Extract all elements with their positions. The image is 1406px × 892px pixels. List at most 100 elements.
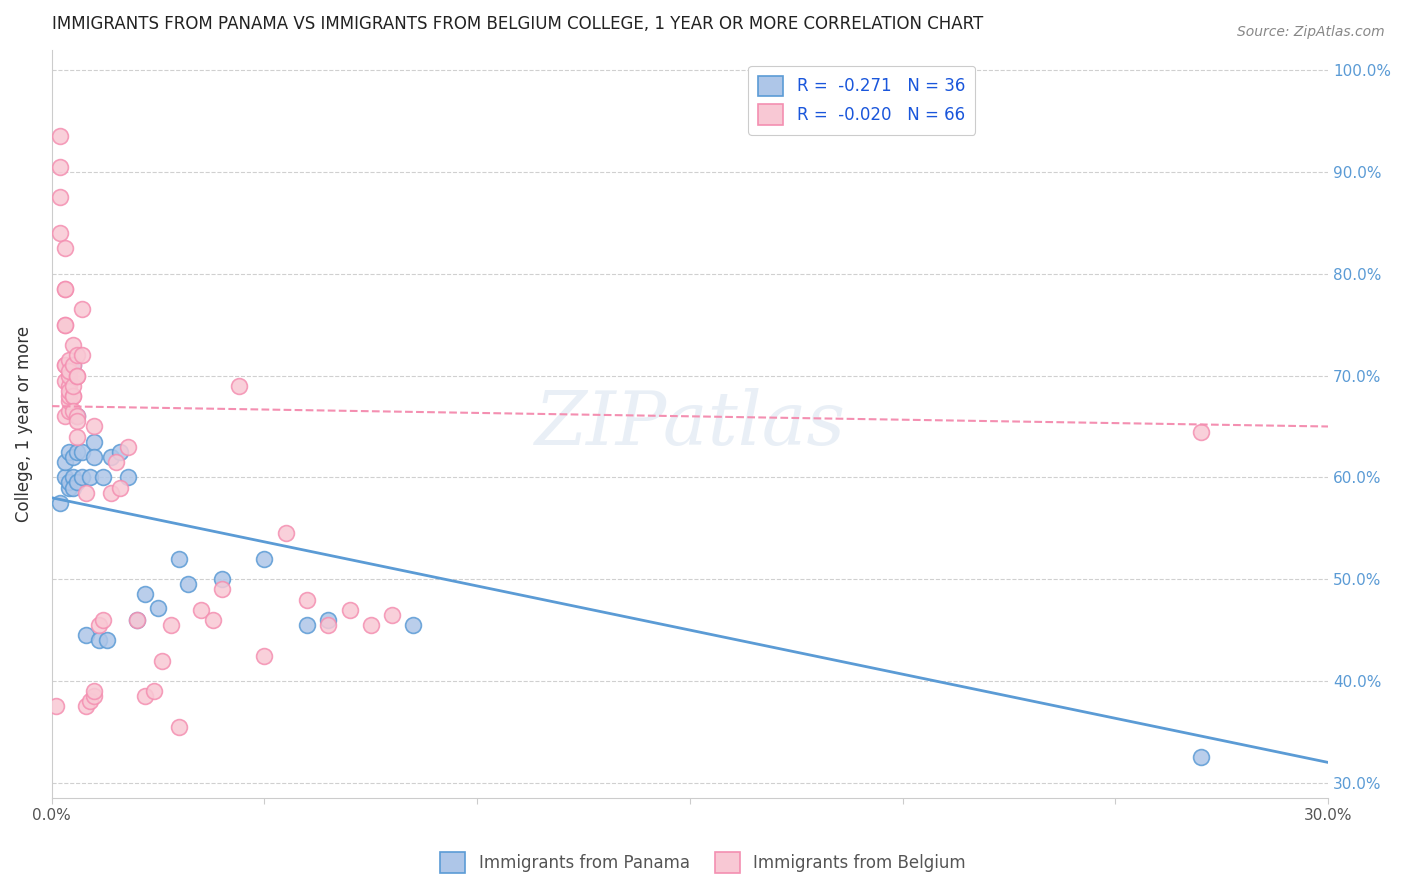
Point [66,475,89,490]
Point [53,318,76,332]
Point [58,404,80,418]
Point [75,699,97,714]
Point [62,359,84,373]
Point [62,389,84,403]
Point [87,618,110,632]
Point [66,414,89,428]
Point [228,378,250,392]
Point [295,592,318,607]
Point [49,129,72,144]
Point [62,389,84,403]
Point [58,475,80,490]
Point [146,600,169,615]
Point [58,445,80,459]
Text: IMMIGRANTS FROM PANAMA VS IMMIGRANTS FROM BELGIUM COLLEGE, 1 YEAR OR MORE CORREL: IMMIGRANTS FROM PANAMA VS IMMIGRANTS FRO… [52,15,983,33]
Point [58,378,80,392]
Point [79,694,101,708]
Text: ZIPatlas: ZIPatlas [534,388,845,460]
Point [316,618,339,632]
Point [83,450,105,464]
Point [402,618,425,632]
Y-axis label: College, 1 year or more: College, 1 year or more [15,326,32,522]
Point [49,226,72,240]
Point [66,430,89,444]
Point [62,338,84,352]
Point [53,282,76,296]
Point [177,577,200,591]
Text: Source: ZipAtlas.com: Source: ZipAtlas.com [1237,25,1385,39]
Point [58,481,80,495]
Point [53,318,76,332]
Legend: R =  -0.271   N = 36, R =  -0.020   N = 66: R = -0.271 N = 36, R = -0.020 N = 66 [748,66,976,135]
Point [62,481,84,495]
Point [1189,750,1212,764]
Point [108,481,131,495]
Point [253,648,276,663]
Point [134,690,156,704]
Point [70,302,93,317]
Point [169,551,191,566]
Point [58,368,80,383]
Point [66,445,89,459]
Point [190,603,212,617]
Point [70,445,93,459]
Point [125,613,148,627]
Point [53,374,76,388]
Point [66,348,89,362]
Point [66,368,89,383]
Point [117,440,139,454]
Point [117,470,139,484]
Point [108,445,131,459]
Point [75,628,97,642]
Point [58,384,80,398]
Point [58,389,80,403]
Point [66,409,89,424]
Point [211,582,233,597]
Point [49,496,72,510]
Point [75,485,97,500]
Point [360,618,382,632]
Point [295,618,318,632]
Point [66,368,89,383]
Point [100,450,122,464]
Point [211,572,233,586]
Point [316,613,339,627]
Point [104,455,127,469]
Point [45,699,67,714]
Point [53,282,76,296]
Point [169,720,191,734]
Point [62,404,84,418]
Point [83,690,105,704]
Point [83,434,105,449]
Point [91,470,114,484]
Point [49,160,72,174]
Point [66,409,89,424]
Point [87,633,110,648]
Point [62,378,84,392]
Point [70,348,93,362]
Point [53,455,76,469]
Point [49,190,72,204]
Point [91,613,114,627]
Point [142,684,165,698]
Point [134,587,156,601]
Point [62,450,84,464]
Point [274,526,297,541]
Point [62,359,84,373]
Point [83,684,105,698]
Point [79,470,101,484]
Point [150,654,173,668]
Point [58,363,80,377]
Point [62,470,84,484]
Point [100,485,122,500]
Point [96,633,118,648]
Point [53,409,76,424]
Point [160,618,183,632]
Point [381,607,404,622]
Point [125,613,148,627]
Point [53,359,76,373]
Point [53,241,76,255]
Point [53,470,76,484]
Point [253,551,276,566]
Point [339,603,361,617]
